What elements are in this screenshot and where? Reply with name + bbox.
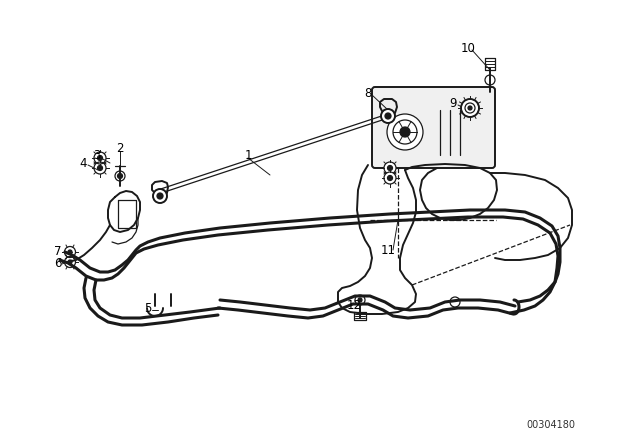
Text: 1: 1	[244, 148, 252, 161]
Circle shape	[385, 113, 391, 119]
Circle shape	[153, 189, 167, 203]
Text: 5: 5	[144, 302, 152, 314]
Circle shape	[468, 106, 472, 110]
Text: 2: 2	[116, 142, 124, 155]
Circle shape	[97, 165, 102, 171]
Text: 11: 11	[381, 244, 396, 257]
Circle shape	[358, 298, 362, 302]
Text: 6: 6	[54, 257, 61, 270]
Text: 3: 3	[93, 148, 100, 161]
FancyBboxPatch shape	[372, 87, 495, 168]
Circle shape	[384, 162, 396, 174]
Text: 10: 10	[461, 42, 476, 55]
Text: 12: 12	[346, 298, 362, 311]
Circle shape	[387, 165, 392, 171]
Circle shape	[381, 109, 395, 123]
Circle shape	[384, 172, 396, 184]
Circle shape	[97, 155, 102, 160]
Circle shape	[387, 114, 423, 150]
Text: 9: 9	[449, 96, 457, 109]
Text: 7: 7	[54, 245, 61, 258]
Circle shape	[157, 193, 163, 199]
Text: 4: 4	[79, 156, 87, 169]
Text: 00304180: 00304180	[526, 420, 575, 430]
Circle shape	[387, 176, 392, 181]
Circle shape	[461, 99, 479, 117]
Circle shape	[400, 127, 410, 137]
Text: 8: 8	[364, 86, 372, 99]
Circle shape	[68, 250, 72, 254]
Circle shape	[68, 260, 72, 264]
Circle shape	[118, 173, 122, 178]
